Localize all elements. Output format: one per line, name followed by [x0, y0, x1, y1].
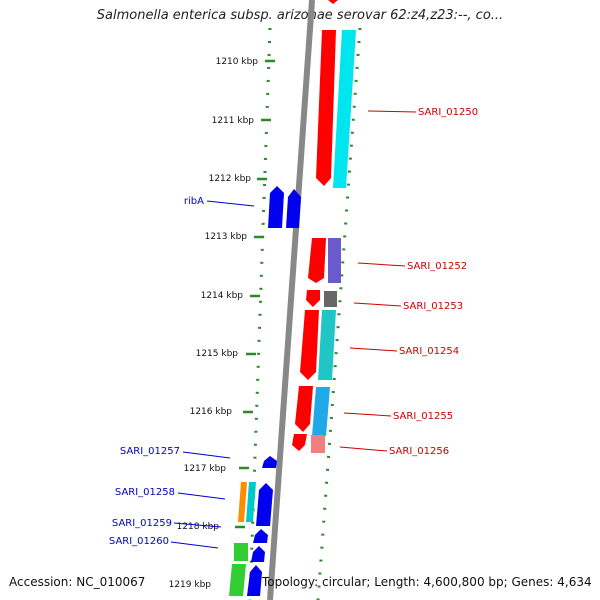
connector-riba — [206, 200, 255, 207]
inner-dotted-guide — [248, 27, 272, 600]
map-title: Salmonella enterica subsp. arizonae sero… — [96, 8, 504, 23]
forward-genes — [292, 0, 356, 453]
tick-label: 1214 kbp — [201, 291, 244, 301]
gene-label-sari-01260[interactable]: SARI_01260 — [109, 536, 169, 547]
gene-arrow-sari-01253[interactable] — [306, 290, 320, 307]
gene-arrow-sari-01257[interactable] — [262, 456, 277, 468]
connector-sari-01260 — [170, 541, 219, 549]
tick-label: 1210 kbp — [216, 57, 259, 67]
gene-arrow-sari-01255[interactable] — [295, 386, 313, 432]
connector-sari-01250 — [367, 110, 417, 113]
cog-bar-sari-01255 — [312, 387, 330, 436]
gene-label-sari-01257[interactable]: SARI_01257 — [120, 446, 180, 457]
connector-sari-01257 — [182, 451, 231, 459]
connector-sari-01255 — [343, 412, 392, 417]
gene-label-sari-01252[interactable]: SARI_01252 — [407, 261, 467, 272]
gene-label-sari-01250[interactable]: SARI_01250 — [418, 107, 478, 118]
accession-text: Accession: NC_010067 — [9, 575, 146, 589]
tick-label: 1212 kbp — [209, 174, 252, 184]
cog-bar-sari-01254 — [318, 310, 336, 380]
gene-label-sari-01253[interactable]: SARI_01253 — [403, 301, 463, 312]
tick-label: 1213 kbp — [205, 232, 248, 242]
cog-bar-sari-01256 — [311, 435, 325, 453]
gene-arrow-bottom[interactable] — [247, 565, 262, 596]
outer-dotted-guide — [316, 27, 362, 600]
tick-label: 1215 kbp — [196, 349, 239, 359]
tick-label: 1217 kbp — [184, 464, 227, 474]
cog-bar-sari-01253 — [324, 291, 337, 307]
gene-arrow-riba-2[interactable] — [286, 189, 301, 228]
connector-sari-01259 — [173, 522, 222, 528]
cog-bar-sari-01260 — [234, 543, 248, 561]
gene-label-sari-01259[interactable]: SARI_01259 — [112, 518, 172, 529]
reverse-genes — [229, 186, 301, 596]
connector-sari-01253 — [353, 302, 402, 307]
tick-marks — [231, 59, 275, 587]
cog-bar-sari-01258-cyan — [246, 482, 256, 522]
gene-label-sari-01254[interactable]: SARI_01254 — [399, 346, 459, 357]
tick-label: 1211 kbp — [212, 116, 255, 126]
gene-arrow-sari-01260[interactable] — [251, 546, 265, 562]
gene-label-sari-01256[interactable]: SARI_01256 — [389, 446, 449, 457]
gene-arrow-sari-01252[interactable] — [308, 238, 326, 283]
top-partial-arrow — [328, 0, 338, 4]
gene-arrow-sari-01254[interactable] — [300, 310, 319, 380]
connector-sari-01258 — [177, 492, 226, 500]
tick-label: 1219 kbp — [169, 580, 212, 590]
gene-label-sari-01255[interactable]: SARI_01255 — [393, 411, 453, 422]
connector-sari-01256 — [339, 446, 388, 452]
cog-bar-bottom — [229, 564, 246, 596]
connector-sari-01254 — [349, 347, 398, 352]
gene-arrow-sari-01258[interactable] — [256, 483, 273, 526]
cog-bar-sari-01252 — [328, 238, 341, 283]
cog-bar-sari-01258-orange — [238, 482, 247, 522]
tick-label: 1216 kbp — [190, 407, 233, 417]
gene-arrow-sari-01259[interactable] — [253, 529, 268, 543]
gene-label-riba[interactable]: ribA — [184, 196, 204, 207]
tick-label: 1218 kbp — [177, 522, 220, 532]
genome-backbone — [267, 0, 315, 600]
gene-arrow-riba[interactable] — [268, 186, 284, 228]
connector-sari-01252 — [357, 262, 406, 267]
gene-arrow-sari-01256[interactable] — [292, 434, 307, 451]
cog-bar-sari-01250 — [333, 30, 356, 188]
gene-arrow-sari-01250[interactable] — [316, 30, 336, 186]
gene-label-sari-01258[interactable]: SARI_01258 — [115, 487, 175, 498]
topology-text: Topology: circular; Length: 4,600,800 bp… — [262, 575, 592, 589]
